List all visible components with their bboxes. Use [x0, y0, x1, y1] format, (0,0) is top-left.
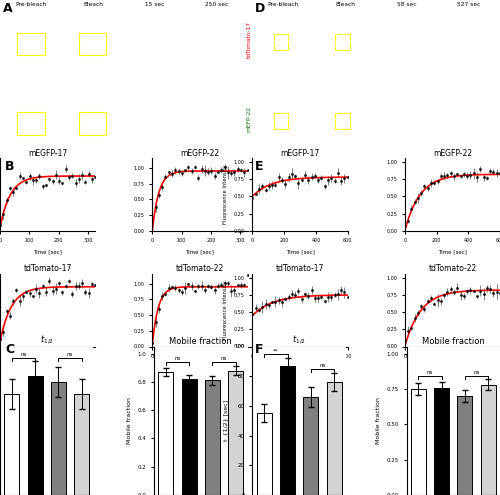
Bar	[280, 366, 295, 495]
X-axis label: Time [sec]: Time [sec]	[438, 249, 467, 254]
Text: ns: ns	[20, 352, 26, 357]
Text: ns: ns	[427, 370, 433, 376]
Title: tdTomato-22: tdTomato-22	[176, 264, 224, 273]
Text: 250 sec: 250 sec	[205, 2, 228, 7]
Bar	[74, 394, 89, 495]
Title: Mobile fraction: Mobile fraction	[170, 337, 232, 346]
Text: ns: ns	[67, 352, 73, 357]
Bar	[256, 413, 272, 495]
Y-axis label: Mobile fraction: Mobile fraction	[127, 397, 132, 444]
Bar	[480, 385, 496, 495]
Bar	[79, 33, 106, 55]
Text: Bleach: Bleach	[336, 2, 355, 7]
Title: tdTomato-17: tdTomato-17	[276, 264, 324, 273]
Text: Pre-bleach: Pre-bleach	[16, 2, 46, 7]
Bar	[458, 396, 472, 495]
Bar	[79, 112, 106, 135]
Bar	[18, 112, 44, 135]
Bar	[336, 113, 350, 129]
Text: Pre-bleach: Pre-bleach	[268, 2, 299, 7]
Title: tdTomato-17: tdTomato-17	[24, 264, 72, 273]
Title: $t_{1/2}$: $t_{1/2}$	[292, 334, 306, 346]
Title: mEGFP-22: mEGFP-22	[180, 148, 220, 157]
Bar	[274, 113, 288, 129]
Bar	[51, 382, 66, 495]
X-axis label: Time [sec]: Time [sec]	[286, 249, 314, 254]
Y-axis label: t_{1/2} [sec]: t_{1/2} [sec]	[223, 400, 229, 442]
Text: ns: ns	[474, 370, 480, 376]
Bar	[28, 376, 42, 495]
Bar	[326, 382, 342, 495]
Bar	[18, 33, 44, 55]
X-axis label: Time [sec]: Time [sec]	[186, 365, 214, 370]
Bar	[336, 34, 350, 50]
Text: B: B	[5, 160, 15, 173]
Bar	[182, 379, 197, 495]
Bar	[303, 397, 318, 495]
Bar	[228, 371, 244, 495]
Bar	[411, 389, 426, 495]
Text: mEFP-22: mEFP-22	[247, 106, 252, 132]
Y-axis label: Fluorescence Intensity: Fluorescence Intensity	[224, 281, 228, 340]
Text: F: F	[255, 343, 264, 355]
Text: ns: ns	[320, 363, 326, 368]
Y-axis label: Mobile fraction: Mobile fraction	[376, 397, 381, 444]
Title: $t_{1/2}$: $t_{1/2}$	[40, 334, 54, 346]
Bar	[205, 381, 220, 495]
X-axis label: Time [sec]: Time [sec]	[33, 365, 62, 370]
Text: **: **	[273, 348, 278, 353]
X-axis label: Time [sec]: Time [sec]	[286, 365, 314, 370]
Title: mEGFP-17: mEGFP-17	[28, 148, 67, 157]
Bar	[434, 388, 449, 495]
X-axis label: Time [sec]: Time [sec]	[33, 249, 62, 254]
Text: tdTomato-17: tdTomato-17	[247, 21, 252, 58]
Text: 527 sec: 527 sec	[458, 2, 480, 7]
Text: 15 sec: 15 sec	[145, 2, 165, 7]
Text: D: D	[255, 1, 265, 14]
Text: C: C	[5, 343, 14, 355]
X-axis label: Time [sec]: Time [sec]	[438, 365, 467, 370]
X-axis label: Time [sec]: Time [sec]	[186, 249, 214, 254]
Bar	[158, 372, 174, 495]
Text: 58 sec: 58 sec	[398, 2, 417, 7]
Title: mEGFP-22: mEGFP-22	[433, 148, 472, 157]
Text: ns: ns	[174, 356, 180, 361]
Title: tdTomato-22: tdTomato-22	[428, 264, 476, 273]
Bar	[4, 394, 20, 495]
Title: mEGFP-17: mEGFP-17	[280, 148, 320, 157]
Title: Mobile fraction: Mobile fraction	[422, 337, 484, 346]
Y-axis label: Fluorescence Intensity: Fluorescence Intensity	[224, 165, 228, 224]
Text: A: A	[2, 1, 12, 14]
Text: Bleach: Bleach	[83, 2, 103, 7]
Bar	[274, 34, 288, 50]
Text: E: E	[255, 160, 264, 173]
Text: ns: ns	[221, 356, 228, 361]
